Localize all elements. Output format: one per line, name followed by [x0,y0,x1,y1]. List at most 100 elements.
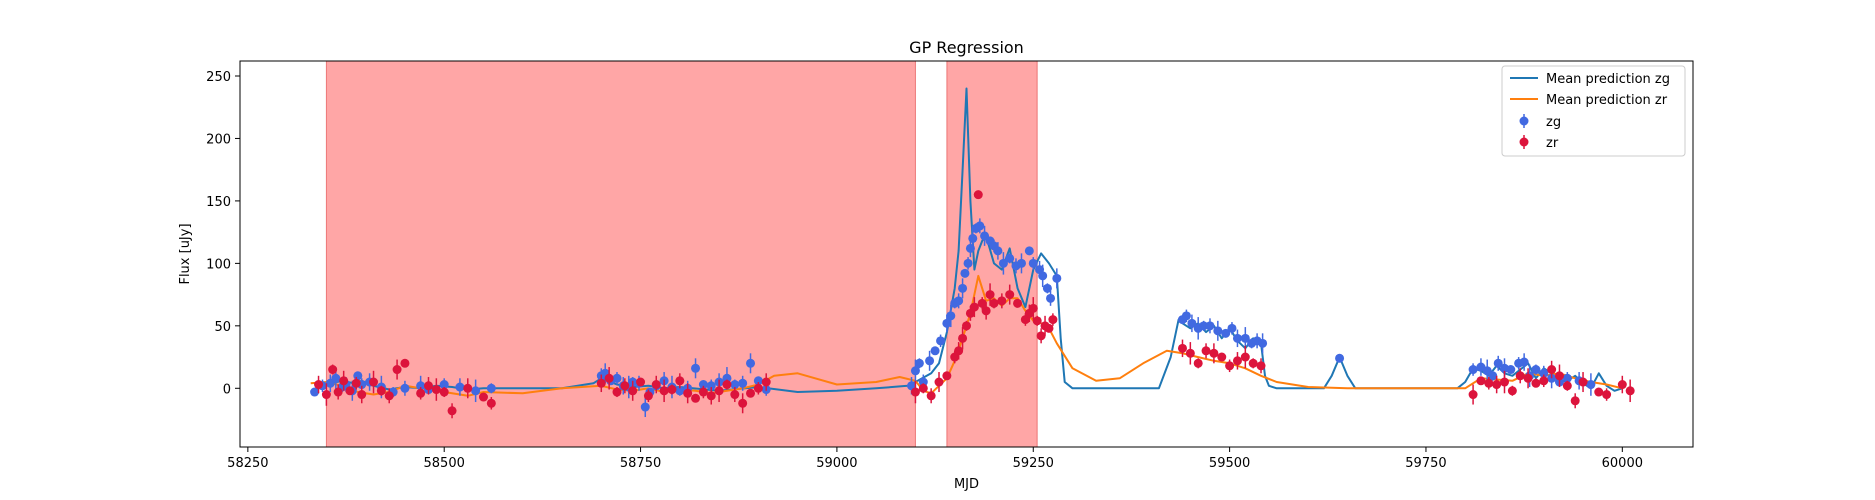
zr-point [1554,364,1564,388]
zg-point [975,218,985,234]
zr-point-marker [722,380,732,390]
zr-point [942,371,952,381]
zg-point-marker [1199,321,1209,331]
zr-point-marker [1177,343,1187,353]
zg-point [925,350,935,371]
zg-point [353,371,363,381]
zr-point [628,380,638,401]
zg-point-marker [675,386,685,396]
zg-point-marker [1493,358,1503,368]
zg-point-marker [471,386,481,396]
zr-point [1048,313,1058,326]
zr-point [1617,375,1627,394]
zr-point [1484,377,1494,390]
zr-point-marker [1507,386,1517,396]
zr-point-marker [392,365,402,375]
zg-point [1052,268,1062,289]
zr-point [478,392,488,402]
zr-point-marker [1625,386,1635,396]
zr-point [761,373,771,391]
zg-point [1046,290,1056,306]
zr-point [714,379,724,403]
zr-point-marker [977,298,987,308]
zr-point [1539,374,1549,388]
zr-point-marker [1554,371,1564,381]
zr-point [997,293,1007,309]
zg-point-marker [331,373,341,383]
zr-point [954,342,964,360]
zr-point-marker [989,298,999,308]
zg-point [640,397,650,418]
zr-point [1232,352,1242,370]
zr-point-marker [604,373,614,383]
zr-point [1625,379,1635,403]
zg-point [1335,353,1345,363]
zr-point [1201,343,1211,359]
zr-point [400,358,410,368]
zr-point-marker [1523,373,1533,383]
zg-point-marker [400,383,410,393]
zg-point [954,293,964,309]
zr-point-marker [1539,376,1549,386]
zr-point-marker [376,386,386,396]
zg-point-marker [925,356,935,366]
zg-point [1468,363,1478,376]
zr-point [596,374,606,393]
zg-point-marker [640,402,650,412]
zr-point-marker [463,383,473,393]
zr-point [486,397,496,410]
zg-point [400,380,410,396]
zr-point-marker [683,388,693,398]
legend-swatch-zr [1519,135,1529,149]
zr-point-marker [1013,298,1023,308]
zr-point-marker [1500,377,1510,387]
zr-point [357,385,367,404]
zr-point-marker [1515,371,1525,381]
zg-point [746,353,756,374]
x-tick-label: 59250 [1013,456,1054,471]
shaded-regions [325,60,1038,448]
zr-point-marker [1232,356,1242,366]
zr-point-marker [651,380,661,390]
zr-point-marker [447,406,457,416]
zg-point-marker [1221,328,1231,338]
zg-point [1042,283,1052,294]
series-zr [314,190,1635,419]
legend-marker [1519,137,1529,147]
zg-point [1488,370,1498,381]
y-tick-label: 0 [223,382,231,397]
zr-point-marker [328,365,338,375]
zr-point [1028,297,1038,320]
zr-point-marker [1594,387,1604,397]
zr-point-marker [753,383,763,393]
zr-point-marker [1201,346,1211,356]
zg-point-marker [1181,311,1191,321]
zg-point [1187,314,1197,333]
zr-point [1500,370,1510,394]
zr-point-marker [706,391,716,401]
zr-point [328,364,338,375]
legend-marker [1519,116,1529,126]
zr-point [1256,358,1266,374]
zr-point-marker [357,390,367,400]
zg-point-marker [942,318,952,328]
zr-point-marker [1032,316,1042,326]
zr-point-marker [1256,361,1266,371]
zr-point-marker [620,381,630,391]
zg-point-marker [1024,246,1034,256]
zr-point [659,379,669,403]
zr-point [1044,323,1054,333]
x-tick-label: 60000 [1602,456,1643,471]
zr-point [1032,315,1042,326]
zr-point-marker [1570,396,1580,406]
zr-point [416,387,426,400]
zg-point-marker [960,268,970,278]
zg-point-marker [1531,365,1541,375]
zr-point-marker [761,377,771,387]
zr-point [351,377,361,390]
zr-point-marker [1005,290,1015,300]
zr-point-marker [981,306,991,316]
zr-point [738,393,748,414]
zr-point-marker [1225,361,1235,371]
zr-point [926,388,936,404]
